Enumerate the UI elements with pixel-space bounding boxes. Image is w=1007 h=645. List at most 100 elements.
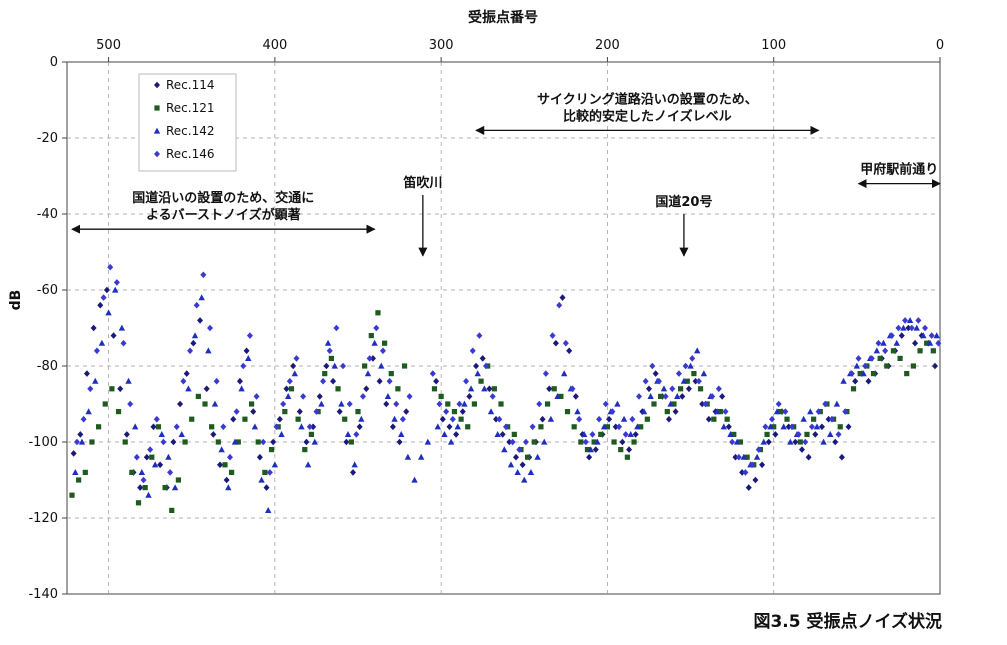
data-point bbox=[459, 408, 466, 415]
data-point bbox=[256, 453, 263, 461]
data-point bbox=[822, 400, 829, 408]
data-point bbox=[364, 370, 372, 377]
data-point bbox=[333, 324, 340, 332]
data-point bbox=[411, 476, 418, 483]
data-point bbox=[246, 332, 253, 339]
x-tick-label: 500 bbox=[96, 38, 121, 53]
data-point bbox=[868, 355, 875, 362]
data-point bbox=[612, 423, 619, 431]
data-point bbox=[449, 415, 456, 423]
data-point bbox=[805, 453, 812, 461]
data-point bbox=[928, 332, 935, 339]
data-point bbox=[98, 339, 106, 346]
data-point bbox=[802, 438, 809, 446]
data-point bbox=[102, 401, 108, 407]
data-point bbox=[220, 423, 227, 431]
data-point bbox=[525, 454, 531, 460]
data-point bbox=[210, 431, 217, 438]
data-point bbox=[815, 408, 822, 415]
data-point bbox=[350, 469, 357, 476]
data-point bbox=[476, 332, 483, 339]
data-point bbox=[544, 401, 551, 407]
data-point bbox=[752, 476, 759, 484]
data-point bbox=[536, 400, 543, 408]
data-point bbox=[853, 362, 861, 369]
data-point bbox=[245, 355, 252, 361]
data-point bbox=[640, 408, 648, 415]
data-point bbox=[353, 431, 360, 438]
data-point bbox=[875, 339, 882, 347]
data-point bbox=[695, 377, 702, 385]
data-point bbox=[516, 446, 523, 453]
data-point bbox=[453, 431, 460, 438]
data-point bbox=[251, 423, 259, 430]
data-point bbox=[554, 393, 561, 399]
annotation: 国道20号 bbox=[655, 194, 712, 257]
data-point bbox=[732, 453, 739, 461]
data-point bbox=[474, 370, 481, 377]
data-point bbox=[318, 400, 325, 407]
data-point bbox=[860, 370, 867, 377]
data-point bbox=[326, 347, 333, 355]
data-point bbox=[355, 409, 361, 415]
data-point bbox=[218, 446, 225, 453]
data-point bbox=[173, 423, 180, 431]
data-point bbox=[271, 461, 279, 468]
data-point bbox=[499, 431, 506, 438]
data-point bbox=[280, 400, 287, 408]
data-point bbox=[190, 339, 197, 347]
data-point bbox=[473, 362, 480, 370]
data-point bbox=[880, 339, 887, 346]
data-point bbox=[270, 438, 277, 446]
data-point bbox=[434, 423, 442, 430]
data-point bbox=[904, 371, 910, 377]
data-point bbox=[913, 324, 920, 331]
data-point bbox=[115, 409, 122, 415]
data-point bbox=[178, 431, 185, 437]
data-point bbox=[89, 439, 95, 445]
data-point bbox=[226, 453, 233, 461]
data-point bbox=[165, 453, 172, 460]
data-point bbox=[547, 415, 555, 422]
data-point bbox=[202, 401, 208, 407]
data-point bbox=[596, 415, 603, 423]
data-point bbox=[180, 377, 187, 385]
data-point bbox=[162, 485, 168, 491]
data-point bbox=[266, 469, 273, 476]
data-point bbox=[404, 453, 412, 460]
data-point bbox=[393, 400, 400, 408]
data-point bbox=[522, 438, 529, 446]
data-point bbox=[335, 386, 341, 392]
data-point bbox=[238, 385, 245, 392]
data-point bbox=[652, 370, 659, 377]
data-point bbox=[129, 469, 135, 475]
data-point bbox=[338, 400, 345, 407]
data-point bbox=[498, 401, 504, 407]
data-point bbox=[671, 401, 677, 407]
data-point bbox=[833, 400, 841, 407]
data-point bbox=[674, 393, 681, 399]
data-point bbox=[391, 415, 398, 422]
data-point bbox=[685, 385, 692, 393]
data-point bbox=[242, 416, 248, 422]
data-point bbox=[191, 332, 199, 339]
data-point bbox=[401, 363, 408, 369]
data-point bbox=[324, 339, 332, 346]
data-point bbox=[627, 431, 634, 437]
data-point bbox=[117, 385, 124, 393]
data-point bbox=[777, 409, 783, 415]
data-point bbox=[742, 469, 749, 476]
data-point bbox=[466, 393, 473, 400]
data-point bbox=[632, 431, 639, 438]
data-point bbox=[773, 408, 781, 415]
data-point bbox=[624, 454, 630, 460]
data-point bbox=[769, 415, 776, 423]
data-point bbox=[549, 332, 556, 339]
data-point bbox=[215, 439, 221, 445]
plot-area bbox=[66, 61, 941, 595]
data-point bbox=[560, 370, 568, 377]
data-point bbox=[388, 371, 394, 377]
data-point bbox=[658, 393, 664, 399]
data-point bbox=[679, 393, 686, 400]
data-point bbox=[100, 294, 107, 301]
